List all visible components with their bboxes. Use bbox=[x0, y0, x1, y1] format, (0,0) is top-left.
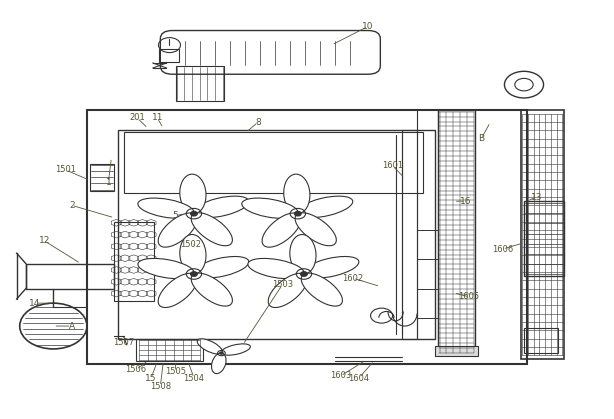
Text: 11: 11 bbox=[152, 114, 163, 122]
Ellipse shape bbox=[180, 174, 206, 214]
Text: 16: 16 bbox=[460, 197, 472, 206]
Text: 1: 1 bbox=[106, 178, 111, 187]
Ellipse shape bbox=[138, 259, 194, 279]
Ellipse shape bbox=[284, 174, 310, 214]
Text: 2: 2 bbox=[69, 201, 74, 210]
Bar bbox=[521, 110, 564, 360]
Ellipse shape bbox=[191, 273, 233, 306]
Text: 13: 13 bbox=[530, 192, 542, 202]
FancyBboxPatch shape bbox=[160, 31, 380, 74]
Text: 12: 12 bbox=[39, 236, 50, 245]
Text: 1602: 1602 bbox=[342, 274, 363, 283]
Text: 1605: 1605 bbox=[459, 292, 480, 301]
Ellipse shape bbox=[242, 198, 298, 218]
Bar bbox=[114, 222, 154, 301]
Ellipse shape bbox=[295, 213, 336, 246]
Text: 201: 201 bbox=[129, 114, 145, 122]
Text: 14: 14 bbox=[29, 299, 41, 308]
Circle shape bbox=[190, 272, 197, 277]
Text: 1503: 1503 bbox=[272, 280, 293, 289]
Ellipse shape bbox=[193, 196, 249, 217]
Text: 10: 10 bbox=[362, 22, 374, 31]
Circle shape bbox=[294, 211, 301, 216]
Bar bbox=[90, 164, 114, 191]
Bar bbox=[136, 339, 203, 362]
Text: 1604: 1604 bbox=[348, 374, 370, 383]
Bar bbox=[176, 66, 225, 101]
Ellipse shape bbox=[180, 235, 206, 274]
Ellipse shape bbox=[262, 213, 301, 247]
Text: 1501: 1501 bbox=[55, 166, 76, 174]
Ellipse shape bbox=[158, 213, 197, 247]
Text: 1507: 1507 bbox=[113, 338, 134, 347]
Ellipse shape bbox=[248, 259, 304, 279]
Text: 1506: 1506 bbox=[125, 365, 146, 374]
Ellipse shape bbox=[290, 235, 316, 274]
Ellipse shape bbox=[268, 273, 307, 308]
Bar bbox=[524, 328, 558, 353]
Bar bbox=[438, 110, 475, 355]
Bar bbox=[524, 201, 564, 276]
Ellipse shape bbox=[221, 344, 251, 355]
Text: A: A bbox=[69, 321, 75, 331]
Text: B: B bbox=[478, 134, 484, 143]
Bar bbox=[87, 110, 527, 364]
Text: 1502: 1502 bbox=[181, 241, 201, 249]
Bar bbox=[402, 130, 417, 339]
Bar bbox=[123, 132, 423, 193]
Bar bbox=[26, 264, 114, 289]
Ellipse shape bbox=[297, 196, 353, 217]
Bar bbox=[159, 49, 179, 62]
Text: 1606: 1606 bbox=[492, 245, 513, 253]
Ellipse shape bbox=[303, 256, 359, 278]
Text: 15: 15 bbox=[146, 374, 157, 383]
Text: 1504: 1504 bbox=[184, 374, 204, 383]
Text: 8: 8 bbox=[255, 118, 261, 127]
Ellipse shape bbox=[193, 256, 249, 278]
Text: 1601: 1601 bbox=[382, 161, 403, 170]
Bar bbox=[435, 346, 478, 356]
Text: 1508: 1508 bbox=[150, 382, 171, 391]
Ellipse shape bbox=[301, 273, 343, 306]
Circle shape bbox=[220, 352, 223, 354]
Bar bbox=[117, 130, 435, 339]
Ellipse shape bbox=[191, 213, 233, 246]
Circle shape bbox=[190, 211, 197, 216]
Circle shape bbox=[300, 272, 308, 277]
Ellipse shape bbox=[158, 273, 197, 308]
Text: 1603: 1603 bbox=[330, 372, 351, 380]
Ellipse shape bbox=[211, 353, 226, 374]
Text: 5: 5 bbox=[173, 211, 179, 220]
Ellipse shape bbox=[138, 198, 194, 218]
Ellipse shape bbox=[197, 339, 222, 354]
Text: 1505: 1505 bbox=[165, 367, 186, 376]
